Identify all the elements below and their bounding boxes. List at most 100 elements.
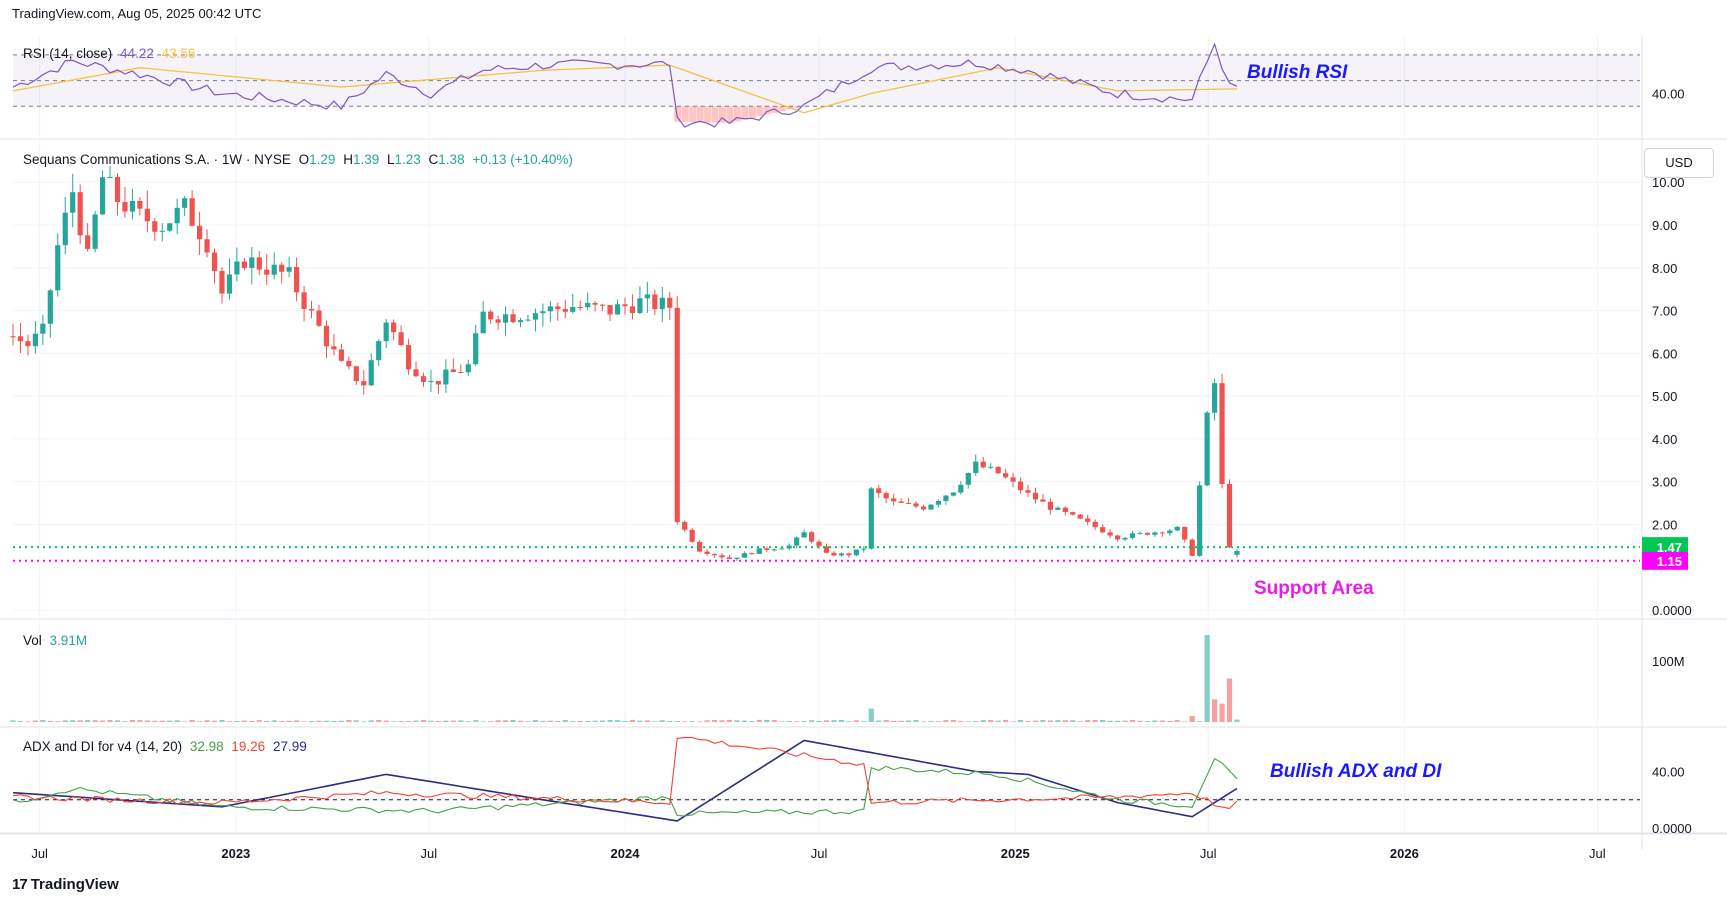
volume-bar[interactable] — [137, 720, 143, 722]
volume-bar[interactable] — [1137, 720, 1143, 722]
candle-body[interactable] — [331, 346, 337, 350]
volume-bar[interactable] — [420, 719, 427, 722]
candle-body[interactable] — [734, 557, 740, 559]
candle-body[interactable] — [861, 548, 867, 550]
candle-body[interactable] — [174, 207, 180, 224]
volume-bar[interactable] — [622, 721, 628, 722]
candle-body[interactable] — [876, 488, 882, 494]
volume-bar[interactable] — [129, 719, 136, 722]
candle-body[interactable] — [697, 541, 703, 552]
candle-body[interactable] — [137, 200, 143, 209]
volume-bar[interactable] — [861, 721, 867, 722]
candle-body[interactable] — [279, 264, 285, 272]
volume-bar[interactable] — [913, 719, 919, 722]
volume-bar[interactable] — [547, 720, 553, 722]
candle-body[interactable] — [525, 319, 531, 321]
candle-body[interactable] — [294, 267, 300, 293]
candle-body[interactable] — [771, 549, 777, 551]
candle-body[interactable] — [995, 466, 1001, 474]
candle-body[interactable] — [1144, 532, 1151, 535]
volume-bar[interactable] — [876, 720, 882, 722]
volume-bar[interactable] — [144, 720, 150, 722]
volume-bar[interactable] — [1219, 703, 1225, 722]
candle-body[interactable] — [585, 302, 591, 308]
candle-body[interactable] — [47, 290, 53, 324]
candle-body[interactable] — [338, 349, 344, 361]
volume-bar[interactable] — [562, 720, 568, 722]
candle-body[interactable] — [1189, 539, 1195, 556]
volume-bar[interactable] — [1092, 719, 1098, 722]
candle-body[interactable] — [40, 323, 46, 334]
volume-bar[interactable] — [629, 719, 636, 722]
candle-body[interactable] — [958, 484, 964, 493]
volume-bar[interactable] — [159, 720, 165, 722]
candle-body[interactable] — [502, 314, 509, 323]
candle-body[interactable] — [465, 364, 471, 373]
candle-body[interactable] — [256, 257, 262, 270]
candle-body[interactable] — [719, 555, 725, 558]
volume-bar[interactable] — [114, 720, 121, 722]
volume-bar[interactable] — [443, 720, 449, 722]
volume-bar[interactable] — [808, 720, 815, 722]
volume-bar[interactable] — [271, 720, 277, 722]
volume-bar[interactable] — [502, 720, 509, 722]
volume-bar[interactable] — [234, 720, 240, 722]
candle-body[interactable] — [562, 309, 568, 312]
candle-body[interactable] — [167, 223, 173, 231]
candle-body[interactable] — [622, 304, 628, 307]
volume-bar[interactable] — [1159, 720, 1165, 722]
volume-bar[interactable] — [353, 720, 359, 722]
volume-bar[interactable] — [256, 720, 262, 722]
volume-bar[interactable] — [592, 720, 598, 722]
volume-bar[interactable] — [301, 721, 307, 722]
volume-bar[interactable] — [510, 719, 516, 722]
volume-bar[interactable] — [682, 721, 688, 722]
volume-bar[interactable] — [1025, 721, 1031, 722]
volume-bar[interactable] — [600, 720, 606, 722]
candle-body[interactable] — [600, 304, 606, 306]
volume-bar[interactable] — [756, 719, 762, 722]
candle-body[interactable] — [226, 274, 233, 294]
volume-bar[interactable] — [294, 720, 300, 722]
volume-bar[interactable] — [1152, 720, 1158, 722]
candle-body[interactable] — [823, 546, 830, 553]
candle-body[interactable] — [204, 239, 210, 253]
volume-bar[interactable] — [823, 720, 830, 722]
volume-bar[interactable] — [152, 720, 158, 722]
candle-body[interactable] — [211, 252, 218, 271]
volume-bar[interactable] — [211, 720, 218, 722]
volume-bar[interactable] — [726, 719, 733, 722]
volume-bar[interactable] — [308, 720, 315, 722]
volume-bar[interactable] — [1040, 720, 1046, 722]
volume-bar[interactable] — [950, 719, 956, 722]
volume-bar[interactable] — [920, 721, 927, 722]
candle-body[interactable] — [644, 294, 650, 299]
candle-body[interactable] — [1092, 521, 1098, 528]
volume-bar[interactable] — [577, 720, 583, 722]
volume-bar[interactable] — [853, 720, 859, 722]
volume-bar[interactable] — [413, 720, 419, 722]
volume-bar[interactable] — [107, 720, 113, 722]
candle-body[interactable] — [853, 549, 859, 556]
candle-body[interactable] — [398, 332, 404, 346]
candle-body[interactable] — [376, 341, 382, 361]
candle-body[interactable] — [659, 297, 665, 310]
volume-bar[interactable] — [10, 720, 16, 722]
candle-body[interactable] — [517, 320, 524, 323]
candle-body[interactable] — [965, 473, 971, 485]
candle-body[interactable] — [361, 381, 367, 386]
volume-bar[interactable] — [711, 720, 718, 722]
candle-body[interactable] — [1107, 532, 1113, 536]
volume-bar[interactable] — [794, 721, 800, 722]
candle-body[interactable] — [450, 369, 456, 373]
candle-body[interactable] — [607, 305, 613, 315]
candle-body[interactable] — [891, 498, 897, 502]
candle-body[interactable] — [1211, 383, 1218, 413]
volume-bar[interactable] — [532, 720, 539, 722]
volume-bar[interactable] — [555, 721, 561, 722]
candle-body[interactable] — [652, 294, 658, 310]
candle-body[interactable] — [950, 492, 956, 496]
candle-body[interactable] — [905, 502, 912, 504]
volume-bar[interactable] — [965, 721, 971, 722]
candle-body[interactable] — [435, 380, 442, 385]
